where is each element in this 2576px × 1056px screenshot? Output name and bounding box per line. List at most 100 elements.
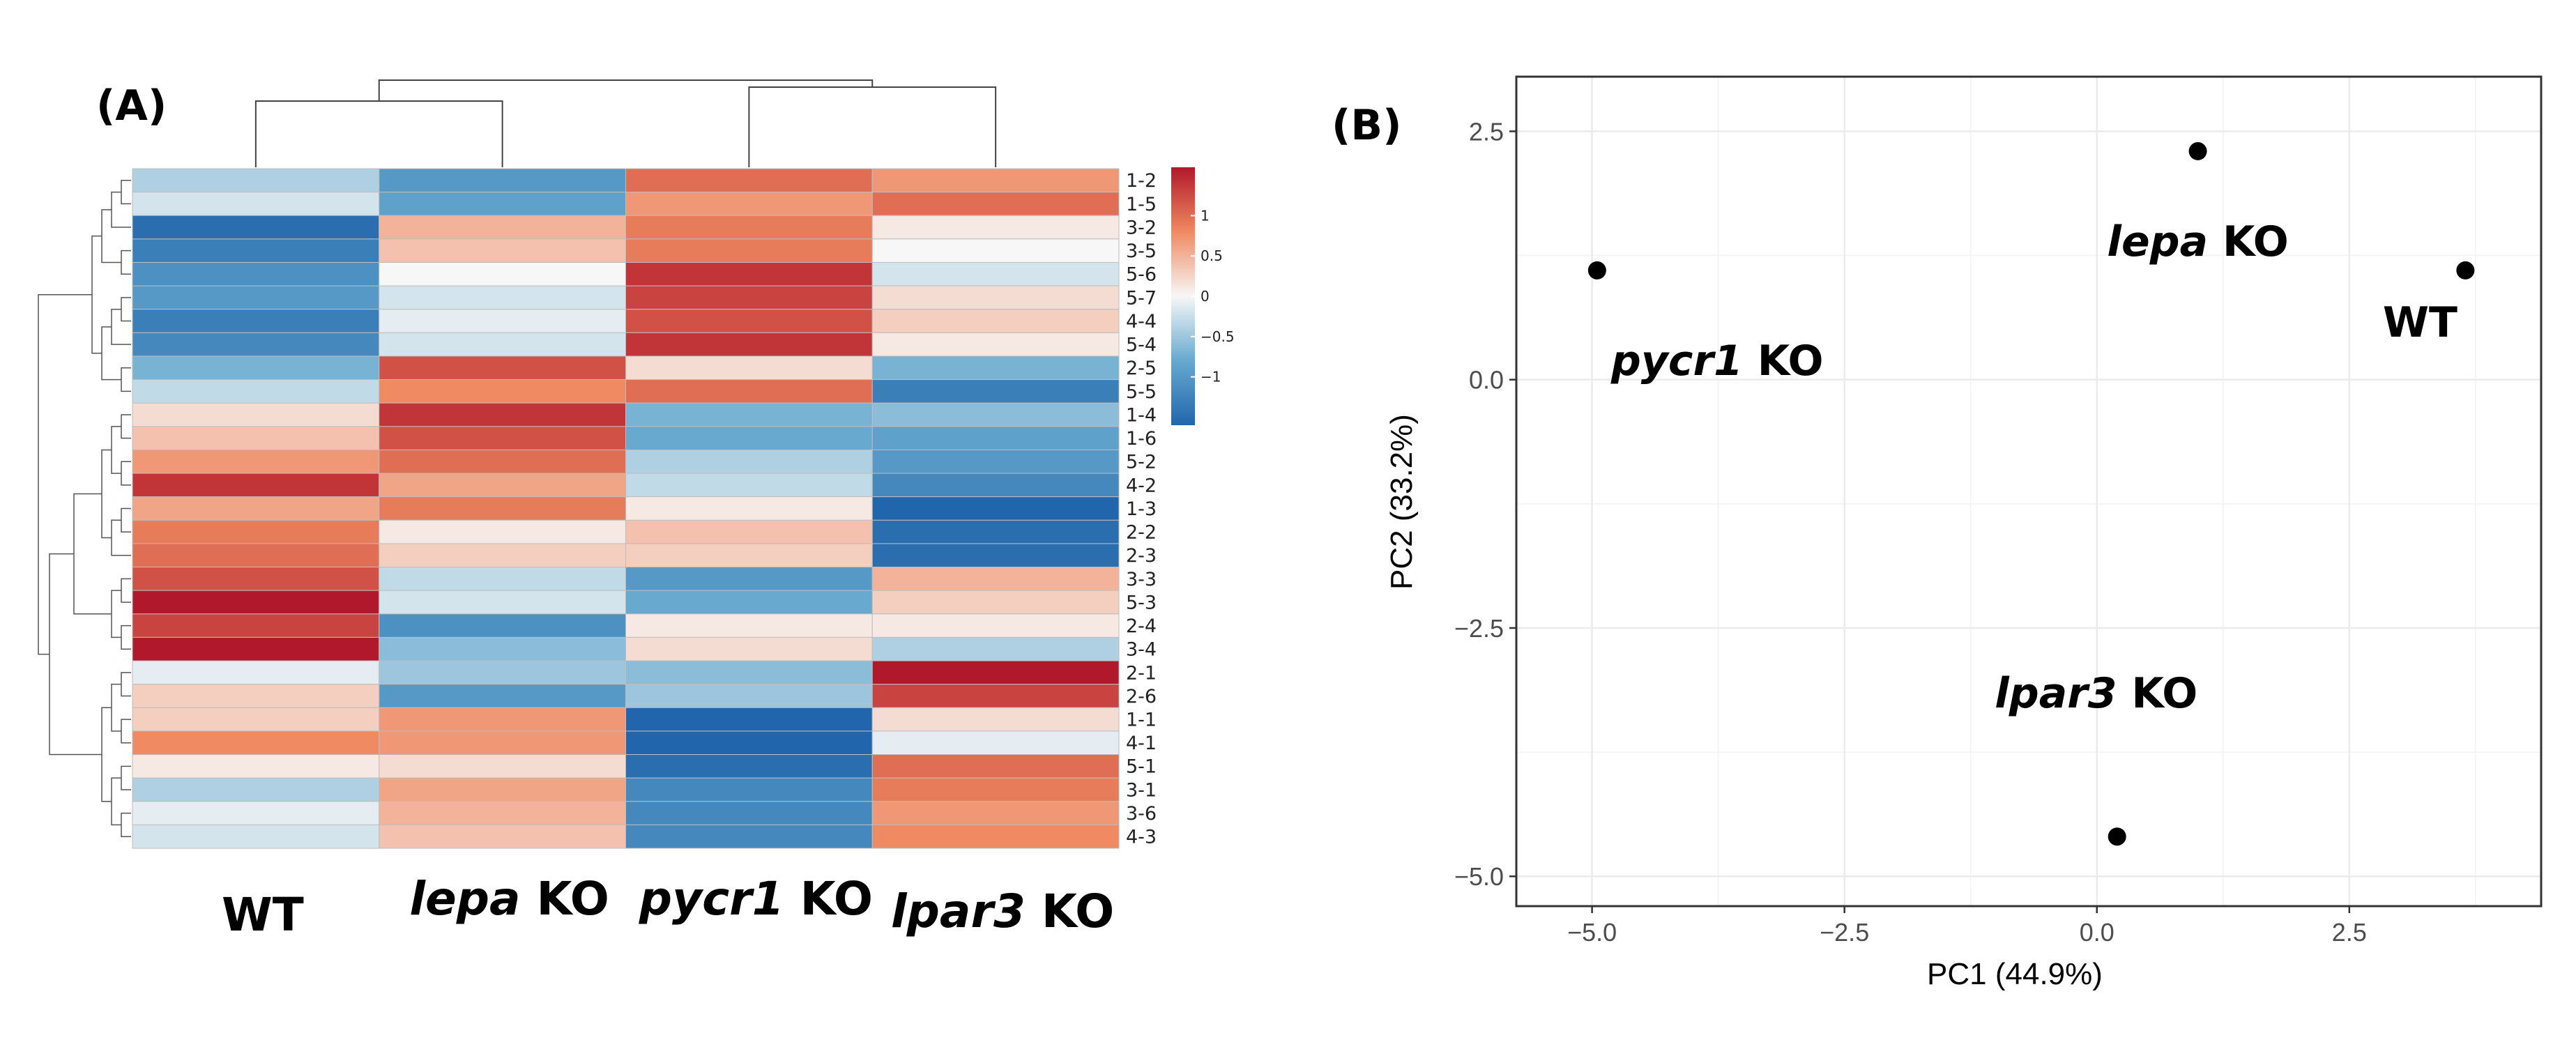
row-dendrogram-branch: [121, 180, 131, 205]
heatmap-cell: [379, 215, 626, 240]
pca-point: [2456, 261, 2475, 280]
heatmap-cell: [379, 168, 626, 193]
heatmap-column-label-text: KO: [521, 872, 609, 926]
heatmap-row-label: 1-1: [1126, 710, 1157, 731]
heatmap-row-label: 3-3: [1126, 569, 1157, 590]
heatmap-cell: [625, 355, 873, 381]
heatmap-cell: [132, 636, 380, 661]
heatmap-column-label-italic: pycr1: [639, 872, 784, 926]
heatmap-cell: [379, 238, 626, 263]
heatmap-cell: [871, 192, 1120, 216]
heatmap-cell: [625, 613, 873, 638]
heatmap-cell: [132, 285, 380, 310]
row-dendrogram-branch: [121, 765, 131, 790]
heatmap-row-label: 2-1: [1126, 662, 1157, 684]
row-dendrogram-branch: [121, 507, 131, 533]
heatmap-row-label: 3-6: [1126, 803, 1157, 825]
heatmap-cell: [379, 261, 626, 286]
heatmap-cell: [871, 261, 1120, 286]
row-dendrogram-branch: [101, 707, 112, 802]
heatmap-cell: [132, 426, 380, 450]
heatmap-cell: [379, 824, 626, 849]
heatmap-cell: [871, 309, 1120, 333]
heatmap-cell: [132, 473, 380, 498]
heatmap-cell: [625, 238, 873, 263]
heatmap-column-label-text: KO: [784, 872, 873, 926]
row-dendrogram-branch: [49, 553, 102, 756]
heatmap-cells: [132, 168, 1120, 849]
heatmap-cell: [132, 590, 380, 615]
colorbar-tick-label: 0: [1201, 288, 1210, 305]
heatmap-row-label: 5-2: [1126, 452, 1157, 473]
row-dendrogram-root: [38, 293, 92, 655]
heatmap-cell: [379, 777, 626, 802]
pca-point-label-text: WT: [2383, 298, 2457, 347]
heatmap-cell: [871, 449, 1120, 474]
row-dendrogram-branch: [121, 297, 131, 322]
heatmap-cell: [379, 332, 626, 357]
heatmap-cell: [132, 824, 380, 849]
heatmap-cell: [871, 613, 1120, 638]
column-dendrogram-root: [378, 79, 874, 101]
heatmap-cell: [871, 238, 1120, 263]
pca-point-label: lepa KO: [2107, 217, 2288, 266]
heatmap-cell: [379, 449, 626, 474]
heatmap-cell: [871, 684, 1120, 708]
pca-x-tick-label: −2.5: [1820, 918, 1869, 947]
pca-y-tick-label: 0.0: [1469, 366, 1504, 395]
heatmap-row-label: 5-6: [1126, 264, 1157, 286]
colorbar-tick-label: −0.5: [1201, 328, 1235, 345]
heatmap-cell: [871, 754, 1120, 779]
heatmap-column-label: WT: [222, 888, 304, 942]
row-dendrogram-branch: [121, 578, 131, 603]
heatmap-cell: [871, 636, 1120, 661]
heatmap-cell: [871, 402, 1120, 427]
heatmap-row-label: 3-2: [1126, 217, 1157, 238]
heatmap-row-label: 5-3: [1126, 592, 1157, 613]
row-dendrogram-branch: [111, 426, 121, 474]
heatmap-cell: [871, 285, 1120, 310]
pca-point-label-italic: lpar3: [1995, 669, 2117, 718]
row-dendrogram-branch: [121, 461, 131, 486]
heatmap-cell: [625, 660, 873, 685]
column-dendrogram-branch: [254, 100, 503, 167]
heatmap-cell: [625, 426, 873, 450]
heatmap-cell: [132, 707, 380, 732]
heatmap-cell: [871, 590, 1120, 615]
heatmap-colorbar: 1 0.5 0 −0.5 −1: [1171, 167, 1235, 425]
heatmap-column-label: lpar3 KO: [891, 885, 1114, 938]
pca-points: [1587, 141, 2475, 846]
heatmap-cell: [625, 192, 873, 216]
heatmap-cell: [132, 309, 380, 333]
heatmap-row-label: 1-3: [1126, 498, 1157, 520]
heatmap-row-label: 4-2: [1126, 475, 1157, 496]
pca-point-label-text: KO: [1743, 337, 1824, 385]
pca-y-axis-label: PC2 (33.2%): [1385, 414, 1419, 590]
pca-panel: (B) −5.0 −2.5 0.0 2.5 2.5 0.0 −2.5 −5.0 PC1 (4…: [1332, 75, 2543, 991]
heatmap-cell: [132, 449, 380, 474]
heatmap-row-label: 4-1: [1126, 733, 1157, 754]
heatmap-cell: [625, 449, 873, 474]
row-dendrogram-branch: [121, 812, 131, 837]
heatmap-column-label-text: KO: [1026, 885, 1114, 938]
pca-gridlines: [1516, 77, 2541, 906]
pca-point-label-italic: pycr1: [1610, 337, 1743, 385]
heatmap-panel: (A) 1-21-53-23-55-65-74-4 5-42-55-51-41-6…: [38, 79, 1235, 942]
heatmap-cell: [379, 426, 626, 450]
pca-panel-background: [1516, 77, 2541, 906]
heatmap-row-label: 1-4: [1126, 404, 1157, 426]
row-dendrogram-branch: [121, 250, 131, 275]
pca-point: [2188, 141, 2207, 160]
heatmap-cell: [379, 402, 626, 427]
heatmap-cell: [379, 613, 626, 638]
pca-y-tick-label: 2.5: [1469, 117, 1504, 146]
row-dendrogram-branch: [101, 449, 112, 539]
pca-point-label: lpar3 KO: [1995, 669, 2197, 718]
pca-point-label: pycr1 KO: [1610, 337, 1824, 385]
heatmap-cell: [132, 168, 380, 193]
heatmap-column-label: lepa KO: [409, 872, 609, 926]
row-dendrogram-branch: [121, 625, 131, 650]
column-dendrogram: [254, 79, 997, 167]
pca-point: [2108, 827, 2126, 846]
